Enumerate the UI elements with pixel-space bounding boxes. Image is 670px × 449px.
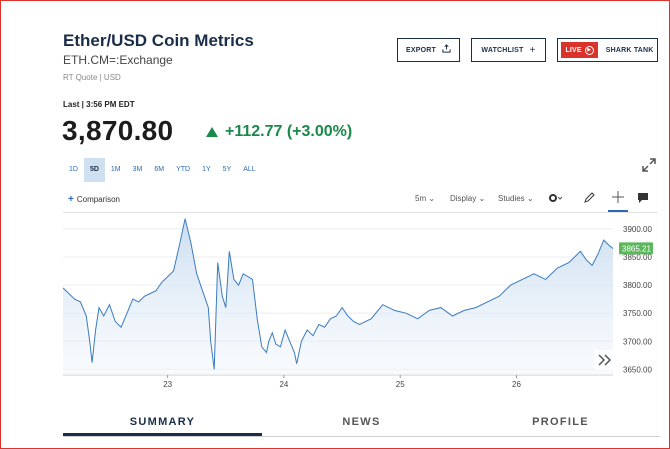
plus-icon: + — [68, 194, 74, 205]
studies-label: Studies — [498, 194, 525, 203]
range-5y[interactable]: 5Y — [222, 166, 232, 173]
price-change-value: +112.77 (+3.00%) — [225, 123, 353, 140]
play-icon: ▶ — [584, 45, 594, 55]
range-5d[interactable]: 5D — [83, 158, 105, 182]
chevron-down-icon: ⌄ — [428, 194, 436, 203]
chevron-down-icon: ⌄ — [478, 194, 486, 203]
y-axis: 3900.00 3850.00 3800.00 3750.00 3700.00 3650.… — [623, 225, 652, 375]
settings-gear-icon[interactable] — [548, 192, 563, 206]
comment-icon[interactable] — [637, 192, 649, 206]
y-tick-label: 3650.00 — [623, 365, 652, 374]
watchlist-button[interactable]: WATCHLIST + — [471, 38, 546, 62]
tab-profile[interactable]: PROFILE — [532, 416, 589, 428]
chart-toolbar: + Comparison 5m ⌄ Display ⌄ Studies ⌄ — [63, 190, 658, 213]
page-title: Ether/USD Coin Metrics — [63, 31, 254, 50]
price-area — [63, 218, 613, 375]
x-tick-label: 26 — [512, 380, 521, 389]
interval-select[interactable]: 5m ⌄ — [415, 194, 435, 203]
comparison-button[interactable]: + Comparison — [68, 194, 120, 205]
range-1m[interactable]: 1M — [110, 166, 121, 173]
up-arrow-icon — [206, 127, 218, 137]
studies-select[interactable]: Studies ⌄ — [498, 194, 534, 203]
range-1y[interactable]: 1Y — [202, 166, 211, 173]
interval-label: 5m — [415, 194, 427, 203]
range-3m[interactable]: 3M — [132, 166, 143, 173]
shark-tank-label: SHARK TANK — [605, 46, 654, 54]
export-icon — [442, 44, 451, 56]
expand-chart-icon[interactable] — [641, 157, 657, 178]
scroll-forward-icon[interactable] — [594, 350, 616, 370]
last-value-tag: 3865.21 — [619, 242, 653, 255]
tab-news[interactable]: NEWS — [342, 416, 381, 428]
plus-icon: + — [529, 44, 536, 56]
tab-summary[interactable]: SUMMARY — [63, 412, 262, 436]
display-label: Display — [450, 194, 477, 203]
x-tick-label: 24 — [279, 380, 288, 389]
display-select[interactable]: Display ⌄ — [450, 194, 485, 203]
y-tick-label: 3700.00 — [623, 337, 652, 346]
ticker-subtitle: ETH.CM=:Exchange — [63, 53, 173, 67]
range-1d[interactable]: 1D — [69, 166, 78, 173]
price-change: +112.77 (+3.00%) — [206, 123, 352, 141]
export-label: EXPORT — [406, 46, 436, 54]
time-range-selector: 1D 5D 1M 3M 6M YTD 1Y 5Y ALL — [63, 158, 262, 182]
x-tick-label: 25 — [396, 380, 405, 389]
x-axis: 23 24 25 26 — [163, 375, 521, 389]
chart-svg: 3900.00 3850.00 3800.00 3750.00 3700.00 3650.… — [62, 218, 653, 389]
live-label: LIVE — [565, 46, 582, 54]
watchlist-label: WATCHLIST — [481, 46, 524, 54]
price-chart[interactable]: 3900.00 3850.00 3800.00 3750.00 3700.00 3650.… — [62, 212, 658, 400]
range-6m[interactable]: 6M — [154, 166, 165, 173]
y-tick-label: 3800.00 — [623, 281, 652, 290]
live-badge: LIVE ▶ — [561, 42, 598, 58]
range-all[interactable]: ALL — [243, 166, 256, 173]
shark-tank-live-button[interactable]: LIVE ▶ SHARK TANK — [557, 38, 658, 62]
price-line — [62, 218, 614, 370]
y-tick-label: 3850.00 — [623, 253, 652, 262]
y-tick-label: 3900.00 — [623, 225, 652, 234]
last-value-label: 3865.21 — [622, 244, 651, 253]
last-price: 3,870.80 — [62, 115, 174, 146]
export-button[interactable]: EXPORT — [397, 38, 460, 62]
crosshair-icon[interactable] — [608, 190, 628, 212]
comparison-label: Comparison — [76, 195, 120, 204]
last-value-badge — [619, 242, 653, 255]
chevron-down-icon: ⌄ — [526, 194, 534, 203]
range-ytd[interactable]: YTD — [176, 166, 191, 173]
quote-meta: RT Quote | USD — [63, 73, 121, 82]
last-update-label: Last | 3:56 PM EDT — [63, 100, 135, 109]
draw-pencil-icon[interactable] — [583, 192, 595, 206]
x-tick-label: 23 — [163, 380, 172, 389]
y-tick-label: 3750.00 — [623, 309, 652, 318]
quote-tabs: SUMMARY NEWS PROFILE — [63, 412, 660, 437]
